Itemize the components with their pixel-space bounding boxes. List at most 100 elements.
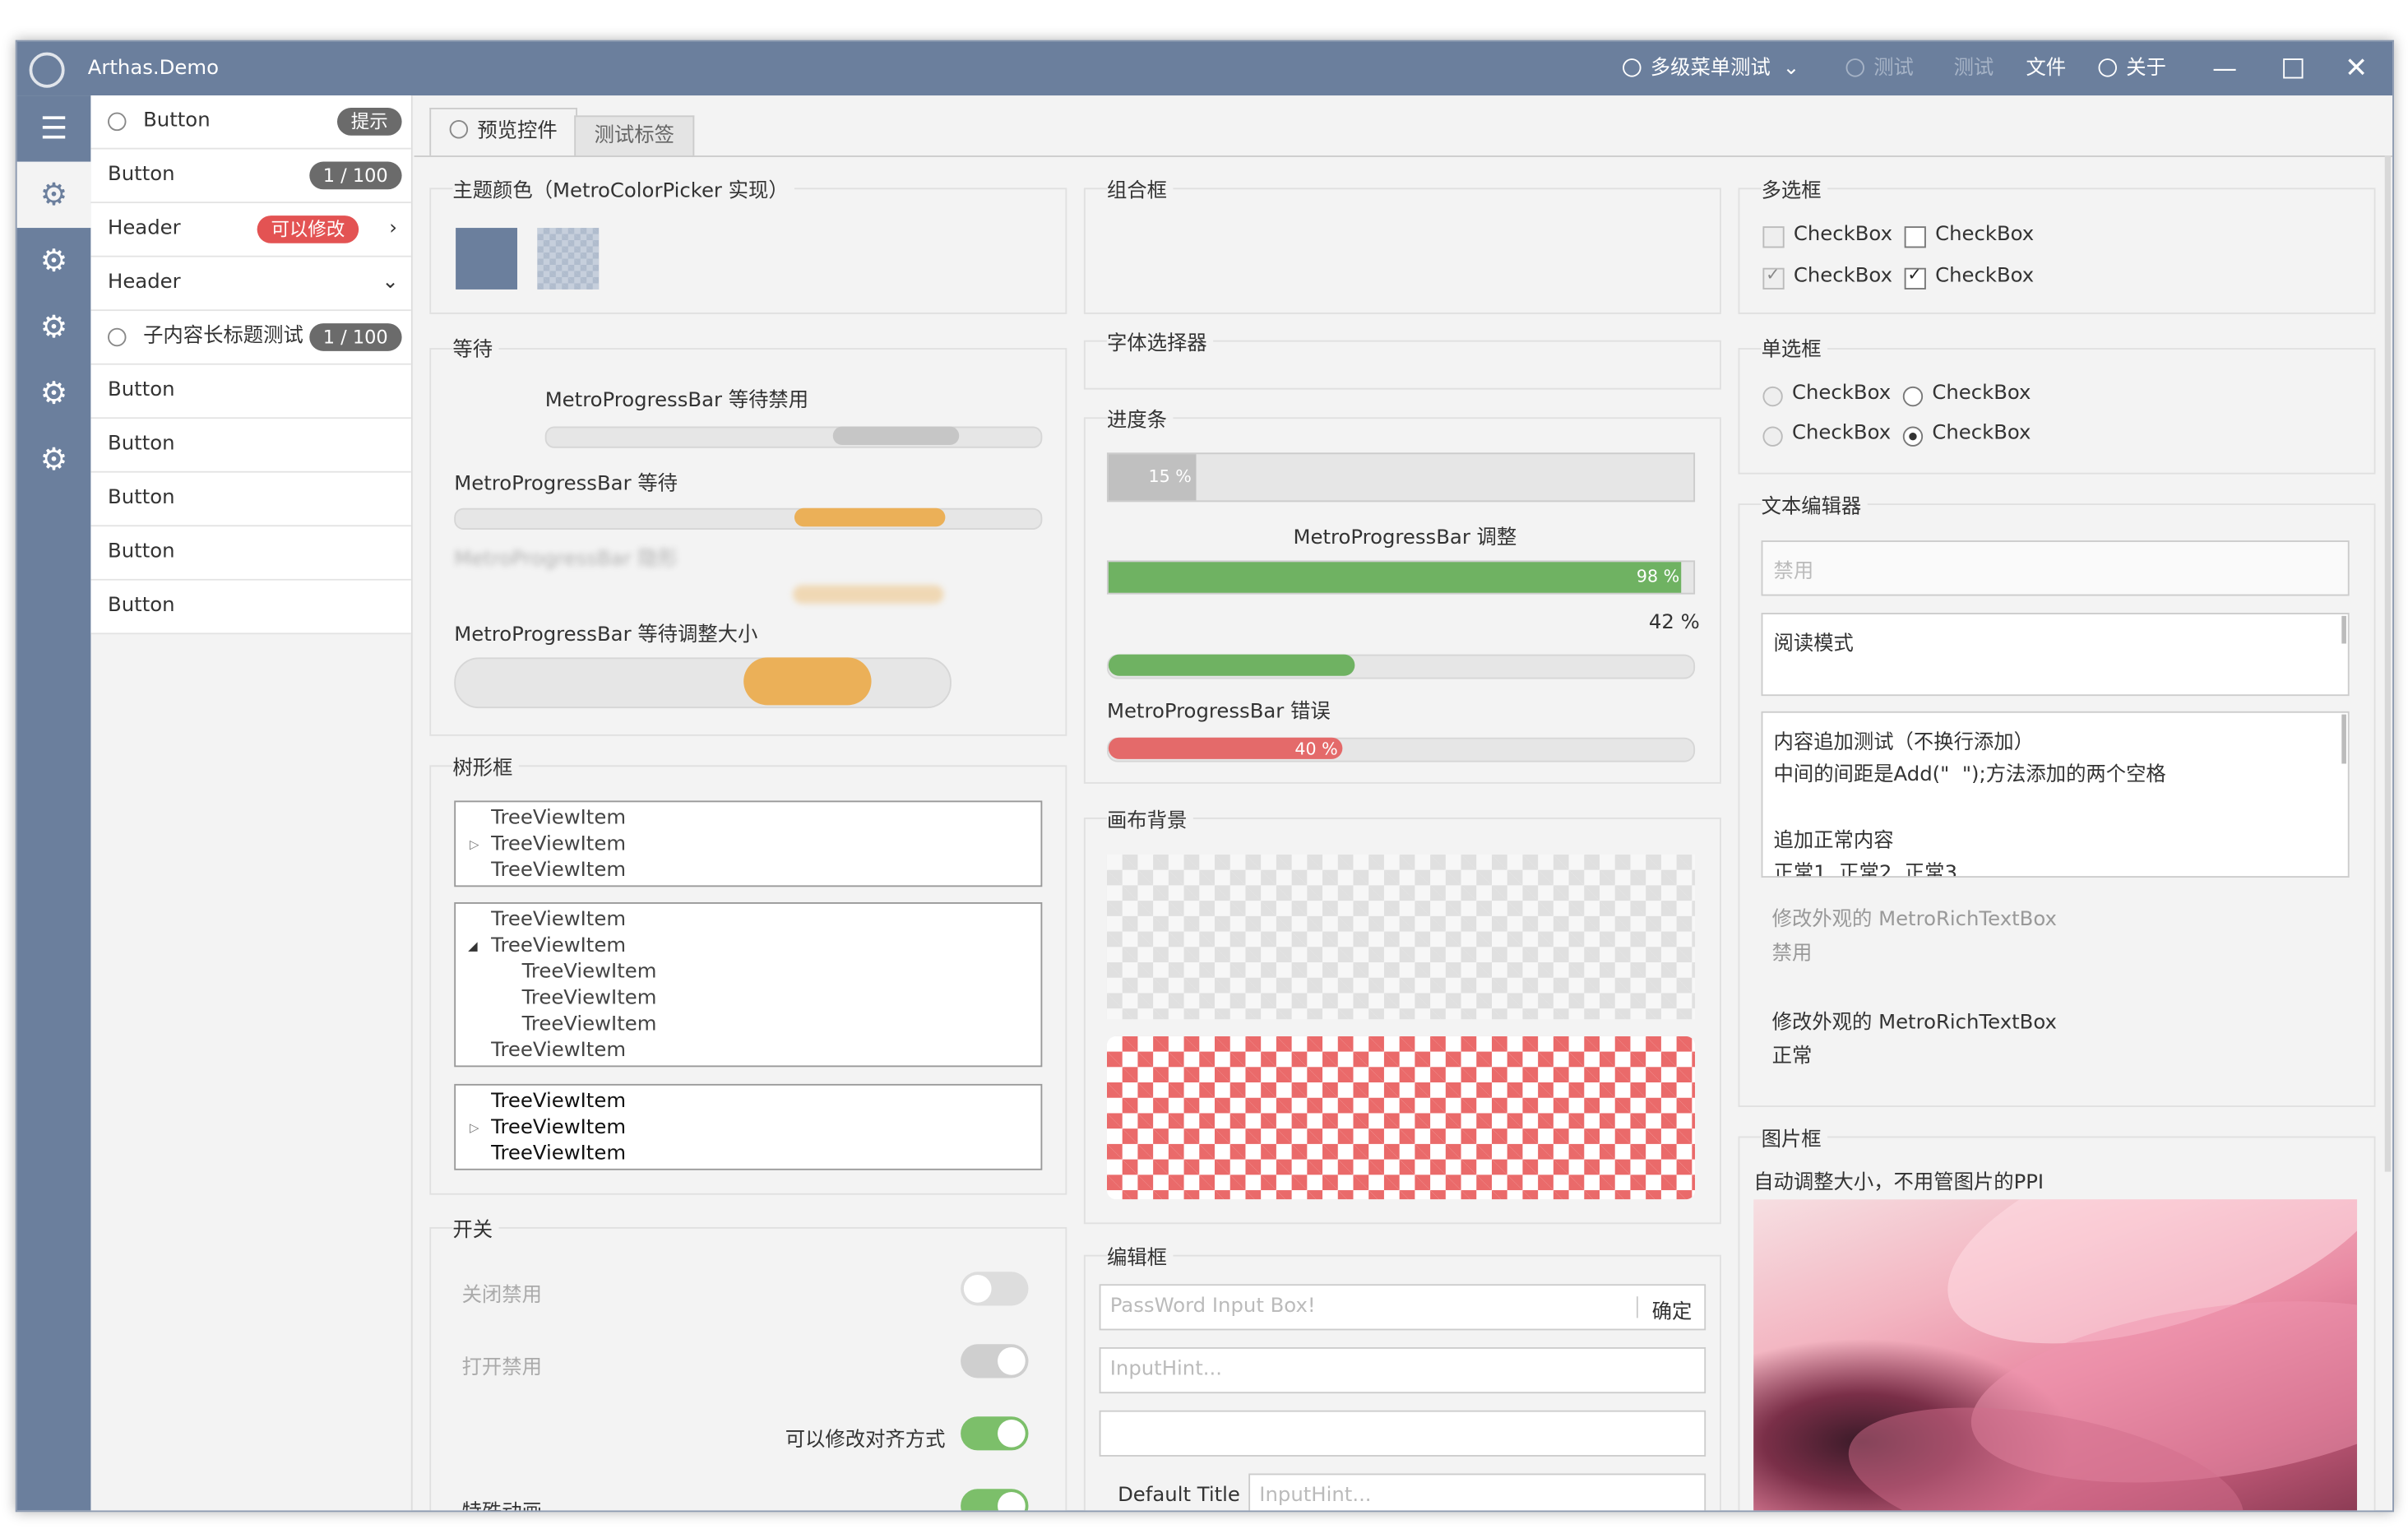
nav-item-button[interactable]: Button bbox=[90, 364, 411, 419]
textbox-append[interactable]: 内容追加测试（不换行添加） 中间的间距是Add(" ");方法添加的两个空格 追… bbox=[1761, 711, 2350, 878]
rich-textbox-disabled-title: 修改外观的 MetroRichTextBox bbox=[1771, 908, 2057, 932]
tab-preview-label: 预览控件 bbox=[477, 120, 558, 144]
gear-icon[interactable]: ⚙ bbox=[39, 241, 68, 279]
radio-icon bbox=[108, 327, 127, 347]
checkbox-checked[interactable]: ✓ bbox=[1904, 265, 1926, 290]
tree-view-2[interactable]: TreeViewItem ◢ TreeViewItem TreeViewItem… bbox=[454, 901, 1043, 1068]
menu-about[interactable]: 关于 bbox=[2098, 42, 2166, 96]
tree-item[interactable]: TreeViewItem bbox=[491, 934, 627, 958]
progress-text-15: 15 % bbox=[1148, 466, 1192, 487]
group-tree-title: 树形框 bbox=[452, 751, 519, 781]
nav-item-button[interactable]: Button bbox=[90, 526, 411, 581]
group-radio-title: 单选框 bbox=[1761, 332, 1828, 362]
radio-unchecked[interactable] bbox=[1902, 386, 1924, 407]
radio-label: CheckBox bbox=[1792, 421, 1892, 446]
nav-item-button[interactable]: Button bbox=[90, 580, 411, 635]
toggle-off-disabled[interactable] bbox=[961, 1272, 1029, 1306]
tree-view-1[interactable]: TreeViewItem ▷ TreeViewItem TreeViewItem bbox=[454, 800, 1043, 887]
checkbox-disabled[interactable] bbox=[1762, 226, 1785, 248]
nav-item-label: Button bbox=[108, 594, 175, 618]
radio-disabled[interactable] bbox=[1762, 386, 1783, 407]
group-texteditor-title: 文本编辑器 bbox=[1761, 489, 1868, 519]
menu-multilevel[interactable]: 多级菜单测试 ⌄ bbox=[1623, 42, 1799, 96]
nav-item-header-expand[interactable]: Header ⌄ bbox=[90, 257, 411, 312]
menu-test-2[interactable]: 测试 bbox=[1953, 57, 1994, 81]
scrollbar[interactable] bbox=[2341, 615, 2346, 644]
progress-text-42: 42 % bbox=[1648, 611, 1700, 635]
menu-file[interactable]: 文件 bbox=[2026, 57, 2067, 81]
radio-label: CheckBox bbox=[1932, 421, 2031, 446]
tree-item[interactable]: TreeViewItem bbox=[521, 1012, 657, 1036]
menu-test-1[interactable]: 测试 bbox=[1845, 42, 1914, 96]
checkbox-unchecked[interactable] bbox=[1904, 226, 1926, 248]
group-image-title: 图片框 bbox=[1761, 1122, 1828, 1152]
checkbox-label: CheckBox bbox=[1935, 264, 2035, 289]
progress-bar-15: 15 % bbox=[1106, 452, 1696, 503]
tree-item[interactable]: TreeViewItem bbox=[491, 1090, 627, 1114]
app-window: Arthas.Demo 多级菜单测试 ⌄ 测试 测试 文件 关于 — ✕ ☰ ⚙ … bbox=[15, 39, 2394, 1513]
switch-anim-label: 特殊动画 bbox=[462, 1495, 542, 1510]
toggle-anim[interactable] bbox=[961, 1489, 1029, 1511]
minimize-button[interactable]: — bbox=[2212, 53, 2238, 84]
empty-input[interactable] bbox=[1099, 1410, 1706, 1457]
radio-icon bbox=[1623, 58, 1642, 77]
toggle-align[interactable] bbox=[961, 1416, 1029, 1451]
canvas-checker-gray bbox=[1106, 854, 1696, 1020]
confirm-button[interactable]: 确定 bbox=[1651, 1300, 1693, 1324]
maximize-button[interactable] bbox=[2283, 58, 2304, 79]
gear-icon[interactable]: ⚙ bbox=[16, 161, 91, 229]
badge: 1 / 100 bbox=[308, 323, 402, 351]
nav-item-button[interactable]: Button bbox=[90, 472, 411, 527]
progress-text-40: 40 % bbox=[1294, 739, 1338, 759]
nav-item-button-tip[interactable]: Button 提示 bbox=[90, 95, 411, 150]
checkbox-checked-disabled[interactable]: ✓ bbox=[1762, 265, 1785, 290]
tree-item[interactable]: TreeViewItem bbox=[491, 832, 627, 856]
radio-disabled[interactable] bbox=[1762, 426, 1783, 447]
radio-label: CheckBox bbox=[1792, 382, 1892, 405]
textbox-disabled[interactable]: 禁用 bbox=[1761, 540, 2350, 596]
radio-icon bbox=[449, 120, 469, 139]
close-button[interactable]: ✕ bbox=[2345, 52, 2369, 85]
tab-test[interactable]: 测试标签 bbox=[574, 115, 695, 157]
nav-item-header-editable[interactable]: Header 可以修改 › bbox=[90, 203, 411, 257]
tree-item[interactable]: TreeViewItem bbox=[491, 1039, 627, 1063]
nav-item-button[interactable]: Button bbox=[90, 419, 411, 473]
radio-checked[interactable] bbox=[1902, 426, 1924, 447]
color-swatch-pattern[interactable] bbox=[537, 228, 600, 290]
wait-fill bbox=[794, 507, 946, 527]
radio-icon bbox=[1845, 58, 1864, 77]
titled-input[interactable]: InputHint... bbox=[1248, 1473, 1706, 1511]
progress-fill-15 bbox=[1108, 454, 1197, 501]
group-checkbox bbox=[1738, 188, 2376, 314]
hint-input[interactable]: InputHint... bbox=[1099, 1347, 1706, 1394]
nav-item-long-title[interactable]: 子内容长标题测试 1 / 100 bbox=[90, 311, 411, 365]
gear-icon[interactable]: ⚙ bbox=[39, 373, 68, 411]
tree-item[interactable]: TreeViewItem bbox=[521, 986, 657, 1011]
nav-item-button-count[interactable]: Button 1 / 100 bbox=[90, 149, 411, 204]
toggle-on-disabled[interactable] bbox=[961, 1344, 1029, 1378]
tree-item[interactable]: TreeViewItem bbox=[491, 806, 627, 831]
tree-item[interactable]: TreeViewItem bbox=[491, 908, 627, 932]
hamburger-menu-icon[interactable]: ☰ bbox=[39, 109, 68, 146]
tab-preview[interactable]: 预览控件 bbox=[429, 108, 578, 156]
gear-icon[interactable]: ⚙ bbox=[39, 308, 68, 345]
scrollbar[interactable] bbox=[2341, 714, 2346, 764]
checkbox-label: CheckBox bbox=[1793, 223, 1892, 247]
tree-item[interactable]: TreeViewItem bbox=[521, 961, 657, 985]
chevron-down-icon: ⌄ bbox=[1782, 57, 1800, 81]
tree-view-3[interactable]: TreeViewItem ▷ TreeViewItem TreeViewItem bbox=[454, 1083, 1043, 1170]
textbox-readonly[interactable]: 阅读模式 bbox=[1761, 613, 2350, 697]
tree-item[interactable]: TreeViewItem bbox=[491, 1116, 627, 1140]
gear-icon[interactable]: ⚙ bbox=[39, 440, 68, 478]
wait-hidden-bar bbox=[454, 585, 1039, 604]
main-scrollbar[interactable] bbox=[2384, 155, 2392, 1172]
canvas-checker-red bbox=[1106, 1036, 1696, 1200]
group-combo-title: 组合框 bbox=[1106, 174, 1174, 204]
color-swatch-primary[interactable] bbox=[456, 228, 517, 290]
tree-collapse-icon[interactable]: ◢ bbox=[468, 938, 478, 953]
tree-expander-icon[interactable]: ▷ bbox=[469, 1120, 479, 1135]
tree-expander-icon[interactable]: ▷ bbox=[469, 837, 479, 852]
tree-item[interactable]: TreeViewItem bbox=[491, 859, 627, 883]
password-input[interactable]: PassWord Input Box! 确定 bbox=[1099, 1284, 1706, 1331]
tree-item[interactable]: TreeViewItem bbox=[491, 1142, 627, 1166]
